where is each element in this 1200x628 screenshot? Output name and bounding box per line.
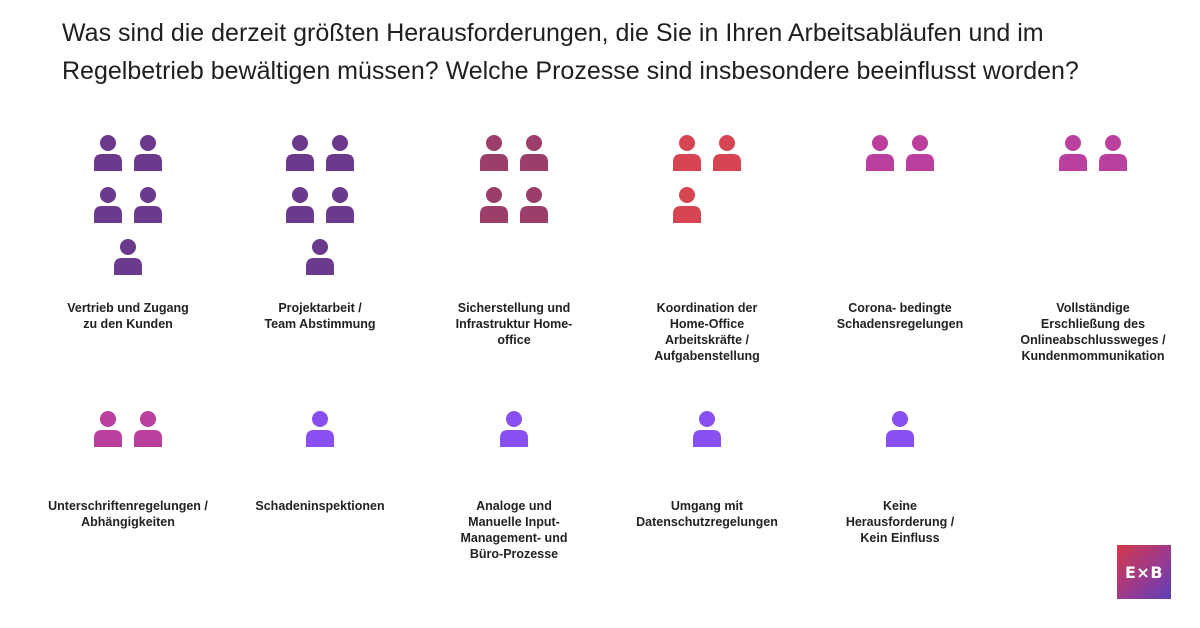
- person-icon: [93, 134, 123, 172]
- category-label: Koordination der Home-Office Arbeitskräf…: [654, 301, 760, 363]
- person-icon: [1058, 134, 1088, 172]
- person-icon: [113, 238, 143, 276]
- person-icon: [479, 134, 509, 172]
- person-icon: [325, 186, 355, 224]
- person-icon: [325, 134, 355, 172]
- person-icon: [712, 134, 742, 172]
- category-label: Corona- bedingte Schadensregelungen: [836, 301, 964, 331]
- category-label: Projektarbeit / Team Abstimmung: [264, 301, 376, 331]
- category-label: Schadeninspektionen: [255, 499, 385, 513]
- category-label: Sicherstellung und Infrastruktur Home- o…: [455, 301, 573, 347]
- exb-logo: E×B: [1117, 545, 1171, 599]
- category-label: Vertrieb und Zugang zu den Kunden: [67, 301, 189, 331]
- category-label: Umgang mit Datenschutzregelungen: [636, 499, 778, 529]
- person-icon: [885, 410, 915, 448]
- person-icon: [692, 410, 722, 448]
- person-icon: [479, 186, 509, 224]
- person-icon: [133, 134, 163, 172]
- person-icon: [93, 410, 123, 448]
- person-icon: [133, 410, 163, 448]
- person-icon: [93, 186, 123, 224]
- person-icon: [519, 134, 549, 172]
- person-icon: [499, 410, 529, 448]
- person-icon: [905, 134, 935, 172]
- person-icon: [285, 186, 315, 224]
- category-label: Analoge und Manuelle Input- Management- …: [460, 499, 568, 561]
- person-icon: [305, 238, 335, 276]
- category-label: Vollständige Erschließung des Onlineabsc…: [1020, 301, 1166, 363]
- person-icon: [519, 186, 549, 224]
- person-icon: [133, 186, 163, 224]
- person-icon: [672, 186, 702, 224]
- person-icon: [285, 134, 315, 172]
- category-label: Keine Herausforderung / Kein Einfluss: [845, 499, 955, 545]
- person-icon: [865, 134, 895, 172]
- category-label: Unterschriftenregelungen / Abhängigkeite…: [48, 499, 208, 529]
- person-icon: [672, 134, 702, 172]
- person-icon: [305, 410, 335, 448]
- person-icon: [1098, 134, 1128, 172]
- chart-title: Was sind die derzeit größten Herausforde…: [62, 19, 1079, 85]
